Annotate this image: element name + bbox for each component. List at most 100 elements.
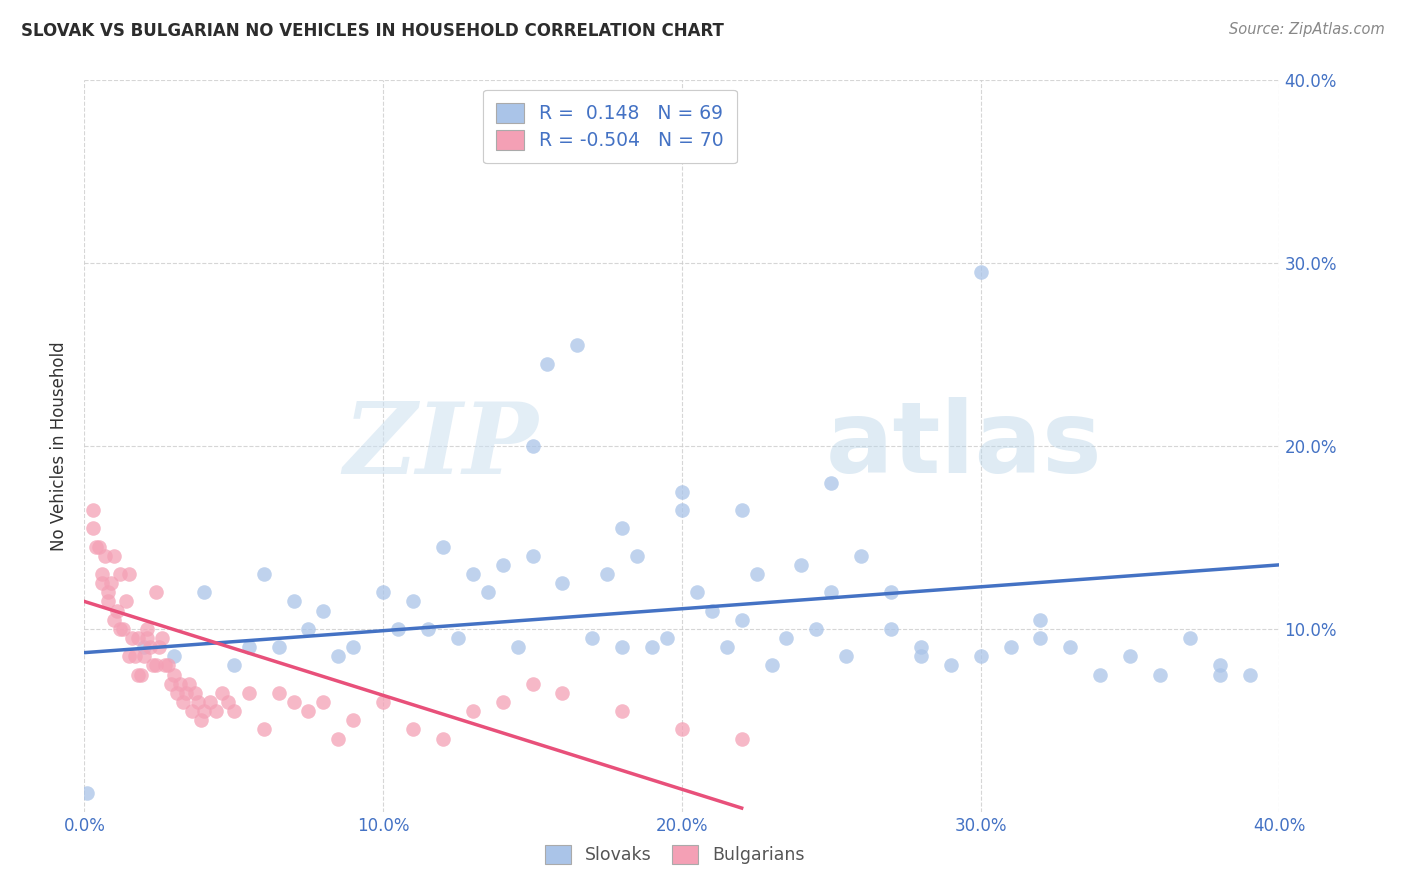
Point <box>115 594 138 608</box>
Point <box>1059 640 1081 655</box>
Point <box>820 585 842 599</box>
Point <box>253 567 276 582</box>
Point <box>283 594 305 608</box>
Point <box>716 640 738 655</box>
Point <box>835 649 858 664</box>
Point <box>581 631 603 645</box>
Point <box>731 613 754 627</box>
Point <box>820 475 842 490</box>
Text: Source: ZipAtlas.com: Source: ZipAtlas.com <box>1229 22 1385 37</box>
Point <box>1208 658 1232 673</box>
Point <box>174 686 197 700</box>
Point <box>166 686 188 700</box>
Point <box>145 658 167 673</box>
Point <box>132 649 156 664</box>
Point <box>253 723 276 737</box>
Point <box>238 640 260 655</box>
Point <box>163 649 186 664</box>
Point <box>970 649 993 664</box>
Point <box>169 676 191 690</box>
Point <box>447 631 470 645</box>
Point <box>432 731 454 746</box>
Point <box>610 640 633 655</box>
Point <box>211 686 233 700</box>
Point <box>536 357 558 371</box>
Point <box>127 631 149 645</box>
Point <box>172 695 194 709</box>
Point <box>731 503 754 517</box>
Point <box>238 686 260 700</box>
Point <box>150 631 173 645</box>
Point <box>1208 667 1232 681</box>
Point <box>477 585 499 599</box>
Point <box>267 640 290 655</box>
Point <box>522 676 544 690</box>
Point <box>97 585 120 599</box>
Legend: R =  0.148   N = 69, R = -0.504   N = 70: R = 0.148 N = 69, R = -0.504 N = 70 <box>484 90 737 163</box>
Point <box>94 549 117 563</box>
Point <box>910 640 932 655</box>
Point <box>100 576 122 591</box>
Point <box>121 631 143 645</box>
Point <box>217 695 239 709</box>
Point <box>1000 640 1022 655</box>
Point <box>1029 631 1052 645</box>
Point <box>671 484 693 499</box>
Point <box>461 704 484 718</box>
Point <box>910 649 932 664</box>
Point <box>142 658 165 673</box>
Point <box>297 622 319 636</box>
Point <box>731 731 754 746</box>
Point <box>371 695 394 709</box>
Point <box>671 723 693 737</box>
Point <box>127 667 149 681</box>
Point <box>177 676 200 690</box>
Point <box>187 695 209 709</box>
Point <box>551 576 574 591</box>
Point <box>139 640 162 655</box>
Point <box>105 603 128 617</box>
Point <box>1029 613 1052 627</box>
Point <box>118 649 141 664</box>
Point <box>567 338 589 352</box>
Point <box>492 695 515 709</box>
Point <box>402 594 425 608</box>
Point <box>160 676 183 690</box>
Point <box>190 714 212 728</box>
Point <box>522 439 544 453</box>
Point <box>655 631 678 645</box>
Point <box>626 549 648 563</box>
Point <box>222 658 245 673</box>
Point <box>432 540 454 554</box>
Point <box>416 622 439 636</box>
Point <box>110 622 132 636</box>
Point <box>461 567 484 582</box>
Point <box>1178 631 1201 645</box>
Point <box>1090 667 1112 681</box>
Point <box>132 640 156 655</box>
Point <box>939 658 962 673</box>
Point <box>193 704 215 718</box>
Y-axis label: No Vehicles in Household: No Vehicles in Household <box>51 341 69 551</box>
Point <box>153 658 176 673</box>
Point <box>89 540 111 554</box>
Point <box>198 695 221 709</box>
Point <box>222 704 245 718</box>
Point <box>387 622 409 636</box>
Point <box>184 686 207 700</box>
Point <box>551 686 574 700</box>
Point <box>849 549 872 563</box>
Point <box>312 603 335 617</box>
Point <box>312 695 335 709</box>
Point <box>342 640 364 655</box>
Point <box>506 640 529 655</box>
Point <box>745 567 768 582</box>
Point <box>297 704 319 718</box>
Point <box>610 521 633 535</box>
Point <box>671 503 693 517</box>
Point <box>86 540 108 554</box>
Point <box>267 686 290 700</box>
Point <box>148 640 170 655</box>
Point <box>610 704 633 718</box>
Point <box>1149 667 1171 681</box>
